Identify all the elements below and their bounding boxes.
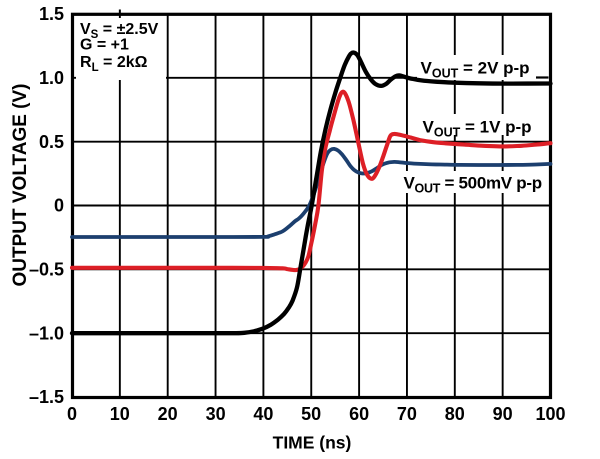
- svg-text:80: 80: [445, 404, 465, 424]
- svg-text:10: 10: [110, 404, 130, 424]
- svg-text:0: 0: [67, 404, 77, 424]
- svg-text:–1.0: –1.0: [29, 323, 64, 343]
- svg-text:70: 70: [397, 404, 417, 424]
- svg-text:TIME (ns): TIME (ns): [273, 433, 352, 453]
- svg-text:OUTPUT VOLTAGE (V): OUTPUT VOLTAGE (V): [10, 83, 31, 286]
- svg-text:RL = 2kΩ: RL = 2kΩ: [80, 54, 148, 74]
- svg-text:40: 40: [253, 404, 273, 424]
- svg-text:30: 30: [206, 404, 226, 424]
- svg-text:0: 0: [54, 196, 64, 216]
- svg-text:50: 50: [301, 404, 321, 424]
- svg-text:VS = ±2.5V: VS = ±2.5V: [80, 21, 159, 41]
- svg-text:1.5: 1.5: [39, 4, 64, 24]
- svg-text:100: 100: [535, 404, 565, 424]
- svg-text:–0.5: –0.5: [29, 260, 64, 280]
- svg-text:–1.5: –1.5: [29, 387, 64, 407]
- svg-text:1.0: 1.0: [39, 68, 64, 88]
- svg-text:20: 20: [158, 404, 178, 424]
- svg-text:60: 60: [349, 404, 369, 424]
- svg-text:0.5: 0.5: [39, 132, 64, 152]
- svg-text:G = +1: G = +1: [80, 36, 129, 53]
- svg-text:90: 90: [493, 404, 513, 424]
